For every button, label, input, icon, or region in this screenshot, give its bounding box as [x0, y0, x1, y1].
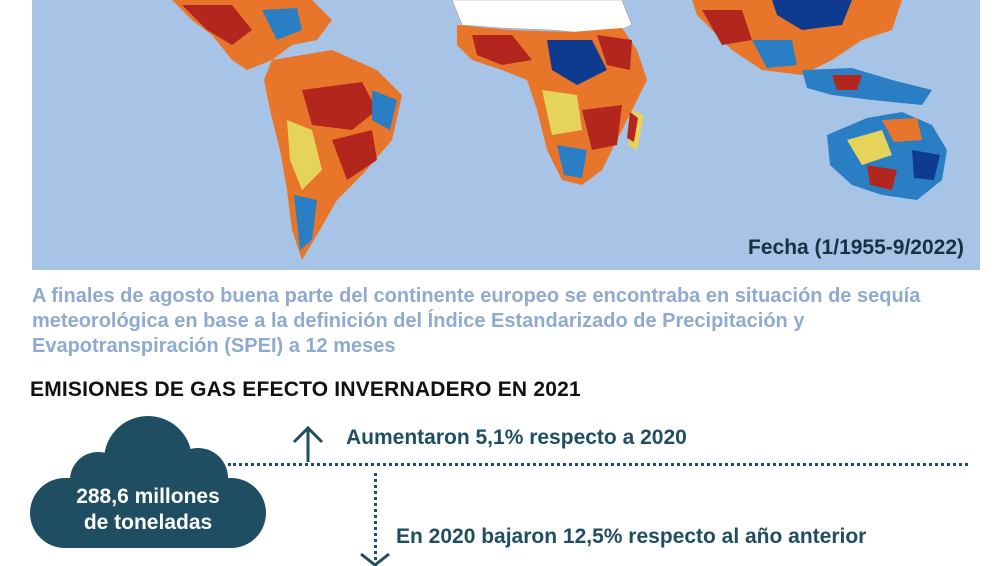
map-date-label: Fecha (1/1955-9/2022) [748, 236, 964, 259]
spei-drought-map: Fecha (1/1955-9/2022) [32, 0, 980, 270]
emissions-amount-line2: de toneladas [83, 511, 213, 534]
arrow-down-icon [360, 552, 390, 566]
vertical-dotted-line [374, 473, 377, 566]
decrease-text: En 2020 bajaron 12,5% respecto al año an… [396, 525, 867, 548]
arrow-up-icon [292, 425, 324, 462]
emissions-title: EMISIONES DE GAS EFECTO INVERNADERO EN 2… [30, 378, 581, 401]
emissions-amount-line1: 288,6 millones [76, 485, 220, 508]
emissions-amount: 288,6 millones de toneladas [30, 484, 266, 536]
south-america-landmass [264, 50, 402, 260]
increase-text: Aumentaron 5,1% respecto a 2020 [346, 426, 687, 449]
cloud-icon [30, 416, 266, 548]
horizontal-dotted-line [228, 463, 968, 466]
map-caption: A finales de agosto buena parte del cont… [32, 285, 921, 357]
southeast-asia-islands [802, 68, 932, 105]
world-map-graphic [172, 0, 947, 260]
